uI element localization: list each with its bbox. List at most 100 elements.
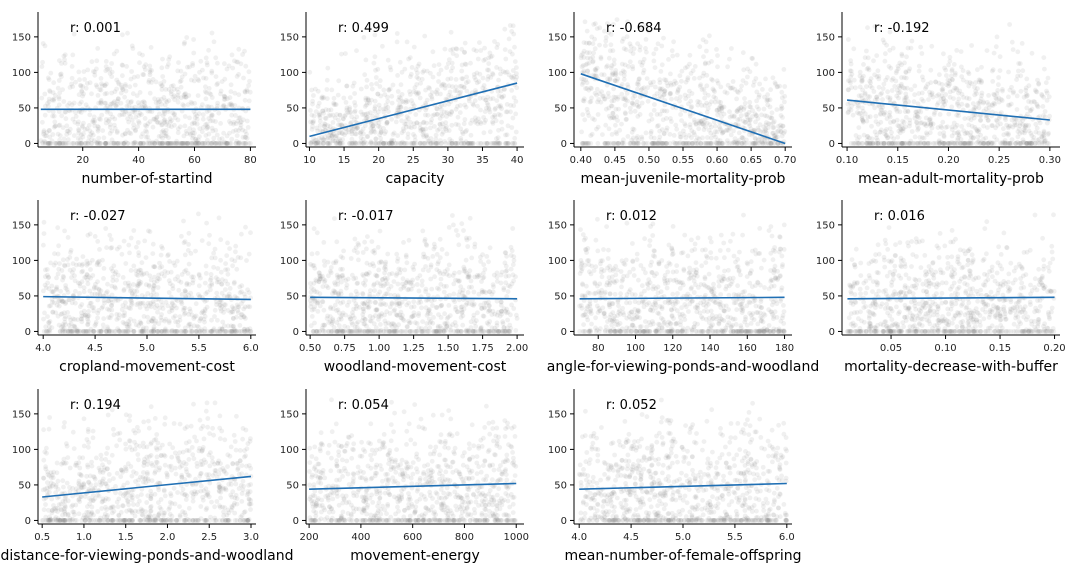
scatter-point — [189, 77, 194, 83]
scatter-point — [57, 90, 63, 96]
scatter-point — [124, 64, 129, 69]
scatter-point — [212, 246, 218, 252]
scatter-point — [185, 141, 191, 146]
scatter-point — [512, 59, 518, 64]
scatter-point — [508, 244, 514, 250]
scatter-point — [437, 122, 443, 127]
scatter-point — [410, 141, 415, 146]
scatter-point — [104, 81, 109, 87]
scatter-point — [415, 63, 421, 69]
scatter-point — [41, 288, 46, 294]
scatter-point — [53, 141, 59, 146]
scatter-point — [973, 104, 979, 110]
scatter-point — [50, 309, 56, 315]
scatter-point — [750, 141, 756, 146]
scatter-point — [238, 119, 244, 125]
scatter-point — [216, 215, 222, 221]
scatter-point — [643, 37, 649, 42]
scatter-point — [61, 275, 67, 280]
x-tick-label: 30 — [442, 155, 455, 166]
y-tick-label: 150 — [816, 32, 835, 43]
scatter-point — [155, 99, 161, 105]
scatter-point — [358, 139, 364, 144]
scatter-point — [233, 243, 239, 249]
scatter-point — [347, 110, 352, 116]
scatter-point — [77, 101, 83, 107]
scatter-point — [224, 141, 230, 146]
scatter-point — [144, 141, 150, 146]
scatter-point — [103, 226, 109, 231]
scatter-point — [50, 289, 56, 295]
scatter-point — [579, 76, 584, 82]
scatter-point — [861, 62, 866, 67]
scatter-point — [377, 141, 382, 146]
scatter-point — [761, 124, 767, 130]
scatter-point — [421, 68, 427, 74]
scatter-point — [481, 130, 487, 136]
scatter-point — [206, 141, 211, 146]
scatter-point — [631, 46, 637, 52]
scatter-point — [320, 141, 326, 146]
scatter-point — [958, 49, 964, 54]
scatter-point — [448, 29, 454, 35]
scatter-point — [154, 114, 160, 120]
scatter-point — [486, 67, 492, 73]
scatter-point — [702, 61, 708, 67]
scatter-point — [454, 53, 460, 59]
scatter-point — [364, 134, 370, 140]
scatter-point — [378, 136, 383, 141]
scatter-point — [378, 130, 384, 136]
scatter-point — [383, 141, 389, 146]
scatter-point — [134, 302, 140, 308]
scatter-point — [433, 141, 439, 146]
scatter-point — [890, 141, 896, 146]
scatter-point — [767, 115, 773, 120]
scatter-point — [493, 105, 498, 111]
scatter-point — [637, 47, 643, 53]
scatter-point — [639, 62, 645, 68]
scatter-point — [133, 114, 139, 120]
scatter-point — [311, 139, 317, 145]
scatter-point — [185, 64, 190, 70]
scatter-point — [883, 51, 888, 57]
scatter-point — [235, 141, 241, 146]
scatter-point — [897, 60, 903, 66]
scatter-point — [102, 91, 108, 97]
scatter-point — [730, 79, 736, 84]
scatter-point — [199, 129, 205, 135]
scatter-point — [409, 141, 415, 146]
scatter-point — [165, 253, 171, 259]
scatter-point — [880, 97, 885, 102]
scatter-point — [449, 60, 455, 66]
scatter-point — [236, 72, 242, 77]
scatter-point — [84, 141, 89, 146]
scatter-point — [70, 141, 76, 146]
scatter-point — [191, 78, 197, 84]
scatter-point — [409, 98, 414, 103]
scatter-point — [157, 111, 162, 117]
scatter-point — [916, 68, 922, 74]
scatter-point — [385, 98, 391, 104]
scatter-point — [222, 96, 228, 102]
scatter-point — [674, 52, 680, 58]
scatter-point — [472, 119, 478, 125]
scatter-point — [498, 103, 503, 109]
scatter-point — [81, 91, 86, 97]
scatter-point — [496, 127, 501, 133]
scatter-point — [381, 141, 387, 146]
scatter-point — [598, 54, 604, 60]
scatter-point — [172, 111, 177, 117]
scatter-point — [371, 129, 377, 134]
scatter-point — [193, 141, 198, 146]
scatter-point — [158, 252, 164, 258]
scatter-point — [196, 140, 201, 146]
scatter-point — [329, 133, 335, 139]
scatter-point — [1031, 99, 1037, 104]
scatter-point — [218, 237, 224, 243]
scatter-point — [478, 48, 484, 53]
scatter-point — [132, 110, 138, 115]
scatter-point — [332, 102, 338, 107]
scatter-point — [667, 131, 673, 137]
scatter-point — [57, 141, 63, 146]
